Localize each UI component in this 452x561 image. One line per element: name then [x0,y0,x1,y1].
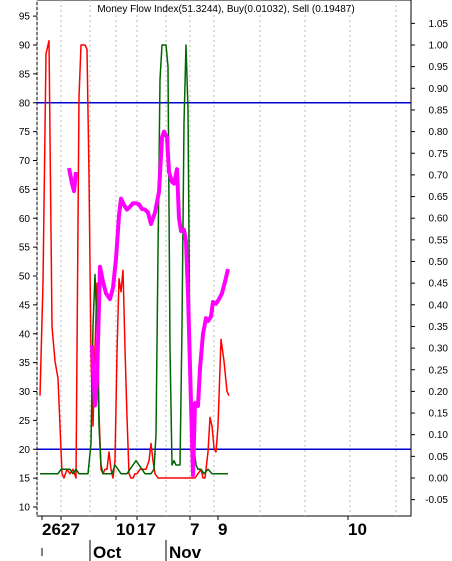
left-tick-label: 80 [19,98,31,109]
left-tick-label: 85 [19,69,31,80]
x-day-label: 10 [348,520,367,539]
left-tick-label: 15 [19,474,31,485]
right-tick-label: 0.55 [429,235,449,246]
right-tick-label: 0.05 [429,452,449,463]
right-tick-label: 0.70 [429,170,449,181]
left-tick-label: 45 [19,300,31,311]
x-day-label: 17 [137,520,156,539]
left-tick-label: 55 [19,243,31,254]
left-tick-label: 30 [19,387,31,398]
left-tick-label: 20 [19,445,31,456]
right-tick-label: 0.75 [429,149,449,160]
right-tick-label: 0.25 [429,365,449,376]
right-tick-label: 1.05 [429,19,449,30]
x-month-label: Oct [93,543,122,561]
right-tick-label: 0.45 [429,279,449,290]
left-tick-label: 40 [19,329,31,340]
x-day-label: 27 [61,520,80,539]
chart-title: Money Flow Index(51.3244), Buy(0.01032),… [97,4,354,15]
right-tick-label: 0.90 [429,84,449,95]
right-tick-label: 0.00 [429,474,449,485]
x-day-label: 10 [116,520,135,539]
right-tick-label: 0.85 [429,105,449,116]
left-tick-label: 90 [19,41,31,52]
left-tick-label: 75 [19,127,31,138]
right-tick-label: 0.20 [429,387,449,398]
left-tick-label: 70 [19,156,31,167]
right-tick-label: 0.10 [429,430,449,441]
left-tick-label: 25 [19,416,31,427]
left-tick-label: 65 [19,185,31,196]
right-tick-label: 0.15 [429,409,449,420]
right-tick-label: 0.50 [429,257,449,268]
x-day-label: 9 [218,520,227,539]
right-tick-label: -0.05 [425,495,448,506]
right-tick-label: 0.30 [429,344,449,355]
right-tick-label: 1.00 [429,41,449,52]
right-tick-label: 0.65 [429,192,449,203]
right-tick-label: 0.80 [429,127,449,138]
left-tick-label: 10 [19,503,31,514]
left-tick-label: 95 [19,12,31,23]
right-tick-label: 0.35 [429,322,449,333]
left-tick-label: 60 [19,214,31,225]
right-tick-label: 0.60 [429,214,449,225]
right-tick-label: 0.95 [429,62,449,73]
x-day-label: 26 [42,520,61,539]
x-day-label: 7 [190,520,199,539]
left-tick-label: 35 [19,358,31,369]
x-month-label: Nov [169,543,202,561]
right-tick-label: 0.40 [429,300,449,311]
left-tick-label: 50 [19,272,31,283]
